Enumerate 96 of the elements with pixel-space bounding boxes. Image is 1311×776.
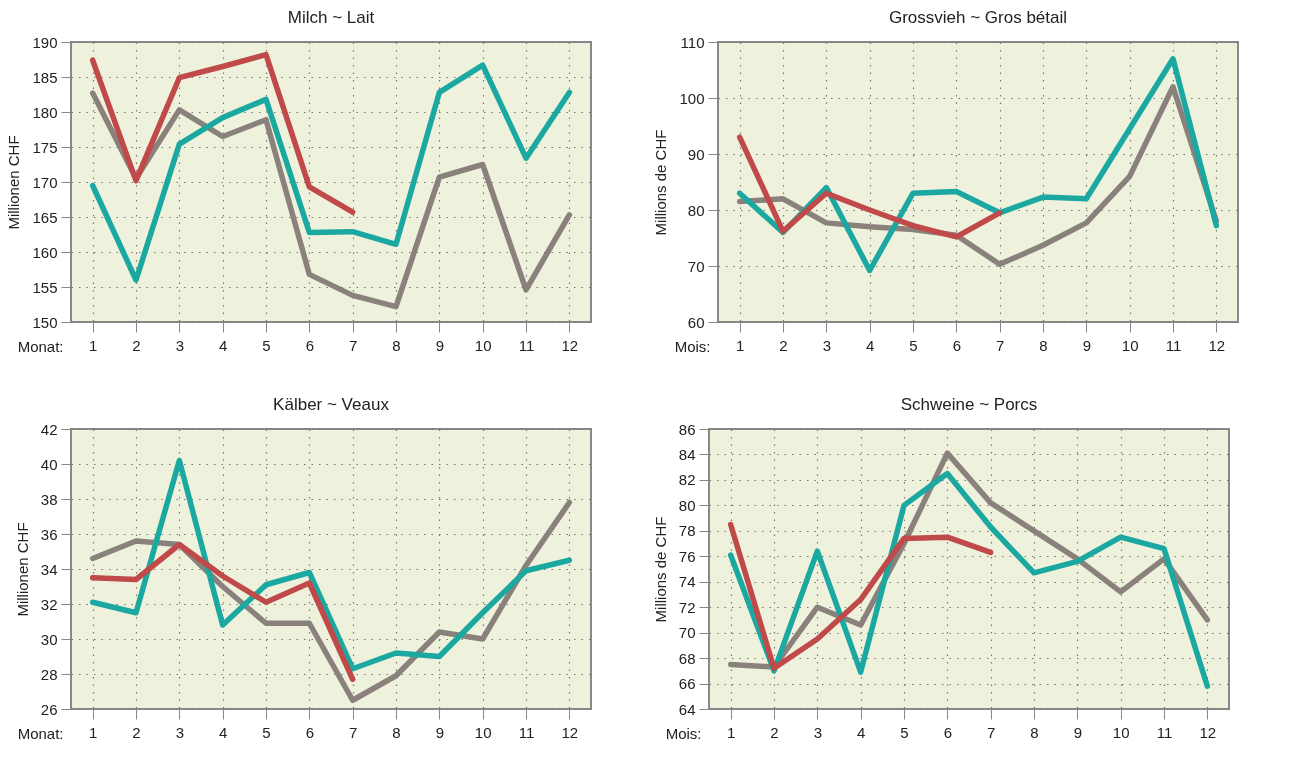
x-tick-label: 11	[1165, 336, 1182, 354]
y-tick-label: 86	[678, 420, 696, 438]
y-tick-label: 78	[678, 522, 696, 540]
x-tick-label: 10	[474, 336, 492, 354]
x-axis-title: Monat:	[17, 337, 64, 355]
y-tick-label: 110	[680, 33, 705, 51]
y-tick-label: 80	[687, 201, 705, 219]
y-tick-label: 175	[32, 138, 58, 156]
x-tick-label: 1	[88, 336, 98, 354]
x-tick-label: 12	[1199, 723, 1217, 741]
x-tick-label: 1	[726, 723, 736, 741]
y-tick-label: 180	[32, 103, 58, 121]
x-tick-label: 6	[952, 336, 962, 354]
y-tick-label: 28	[40, 665, 58, 683]
y-tick-label: 155	[32, 278, 58, 296]
y-tick-label: 74	[678, 573, 696, 591]
y-tick-label: 38	[40, 490, 58, 508]
x-tick-label: 4	[218, 723, 228, 741]
x-tick-label: 7	[986, 723, 996, 741]
y-tick-label: 170	[32, 173, 58, 191]
x-tick-label: 5	[262, 723, 271, 741]
x-tick-label: 3	[813, 723, 823, 741]
x-tick-label: 3	[175, 723, 185, 741]
x-tick-label: 12	[561, 336, 579, 354]
y-tick-label: 64	[678, 700, 696, 718]
y-axis-title: Millions de CHF	[651, 516, 669, 623]
y-tick-label: 160	[32, 243, 58, 261]
y-tick-label: 26	[40, 700, 58, 718]
x-tick-label: 8	[392, 336, 401, 354]
y-tick-label: 66	[678, 675, 696, 693]
x-tick-label: 12	[1208, 336, 1226, 354]
y-tick-label: 190	[32, 33, 58, 51]
y-tick-label: 42	[40, 420, 58, 438]
y-tick-label: 90	[687, 145, 705, 163]
y-axis-title: Millions de CHF	[652, 129, 670, 236]
x-tick-label: 1	[735, 336, 745, 354]
x-tick-label: 4	[865, 336, 875, 354]
y-tick-label: 80	[678, 496, 696, 514]
x-tick-label: 8	[1030, 723, 1039, 741]
y-tick-label: 32	[40, 595, 58, 613]
y-tick-label: 82	[678, 471, 696, 489]
y-tick-label: 76	[678, 547, 696, 565]
chart-title: Kälber ~ Veaux	[273, 395, 390, 414]
y-tick-label: 100	[679, 89, 705, 107]
x-axis-title: Monat:	[17, 724, 64, 742]
x-tick-label: 11	[1156, 723, 1173, 741]
x-tick-label: 7	[348, 336, 358, 354]
x-tick-label: 9	[435, 336, 445, 354]
y-tick-label: 36	[40, 525, 58, 543]
y-tick-label: 68	[678, 649, 696, 667]
y-tick-label: 30	[40, 630, 58, 648]
x-tick-label: 9	[435, 723, 445, 741]
x-tick-label: 5	[262, 336, 271, 354]
x-tick-label: 2	[770, 723, 779, 741]
x-tick-label: 2	[779, 336, 788, 354]
x-axis-title: Mois:	[665, 724, 702, 742]
x-axis-title: Mois:	[674, 337, 711, 355]
y-tick-label: 40	[40, 455, 58, 473]
x-tick-label: 10	[474, 723, 492, 741]
x-tick-label: 1	[88, 723, 98, 741]
y-tick-label: 150	[32, 313, 58, 331]
y-tick-label: 185	[32, 68, 58, 86]
x-tick-label: 10	[1112, 723, 1130, 741]
y-tick-label: 165	[32, 208, 58, 226]
y-axis-title: Millionen CHF	[5, 135, 23, 230]
x-tick-label: 3	[175, 336, 185, 354]
x-tick-label: 4	[218, 336, 228, 354]
x-tick-label: 11	[518, 336, 535, 354]
chart-title: Grossvieh ~ Gros bétail	[888, 8, 1068, 27]
x-tick-label: 5	[909, 336, 918, 354]
y-tick-label: 34	[40, 560, 58, 578]
y-axis-title: Millionen CHF	[13, 522, 31, 617]
x-tick-label: 8	[1039, 336, 1048, 354]
x-tick-label: 11	[518, 723, 535, 741]
x-tick-label: 2	[132, 723, 141, 741]
x-tick-label: 9	[1082, 336, 1092, 354]
x-tick-label: 6	[305, 336, 315, 354]
chart-title: Schweine ~ Porcs	[900, 395, 1038, 414]
x-tick-label: 2	[132, 336, 141, 354]
y-tick-label: 70	[678, 624, 696, 642]
x-tick-label: 7	[995, 336, 1005, 354]
x-tick-label: 8	[392, 723, 401, 741]
x-tick-label: 9	[1073, 723, 1083, 741]
y-tick-label: 60	[687, 313, 705, 331]
x-tick-label: 4	[856, 723, 866, 741]
y-tick-label: 70	[687, 257, 705, 275]
x-tick-label: 10	[1121, 336, 1139, 354]
x-tick-label: 7	[348, 723, 358, 741]
x-tick-label: 3	[822, 336, 832, 354]
y-tick-label: 84	[678, 445, 696, 463]
x-tick-label: 6	[305, 723, 315, 741]
y-tick-label: 72	[678, 598, 696, 616]
x-tick-label: 5	[900, 723, 909, 741]
chart-title: Milch ~ Lait	[287, 8, 375, 27]
x-tick-label: 12	[561, 723, 579, 741]
x-tick-label: 6	[943, 723, 953, 741]
